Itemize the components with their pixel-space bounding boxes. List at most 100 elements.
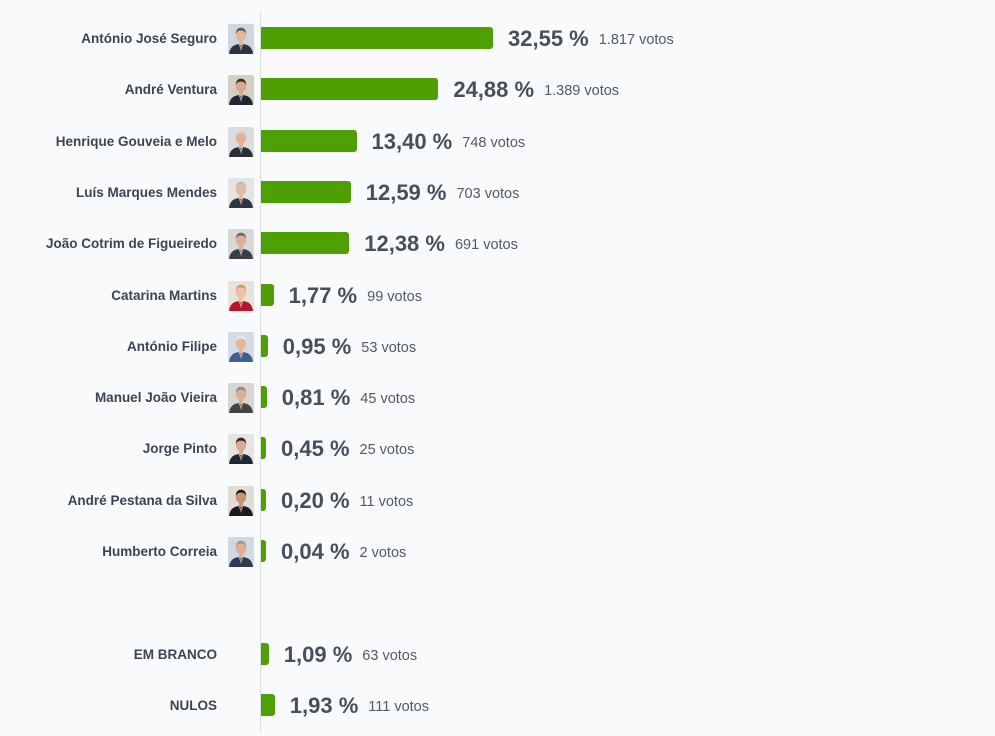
votes-label: 11 votos — [360, 481, 414, 521]
percent-label: 0,04 % — [281, 532, 350, 572]
votes-label: 691 votos — [455, 224, 518, 264]
candidate-row: Humberto Correia 0,04 % 2 votos — [0, 532, 995, 572]
candidate-name: Jorge Pinto — [142, 441, 217, 456]
ballot-label: NULOS — [169, 698, 217, 713]
percent-unit: % — [419, 231, 445, 256]
ballot-row: NULOS 1,93 % 111 votos — [0, 686, 995, 726]
percent-value: 0,45 — [281, 436, 324, 461]
votes-label: 63 votos — [362, 635, 417, 675]
percent-label: 12,38 % — [364, 224, 445, 264]
votes-label: 748 votos — [462, 122, 525, 162]
candidate-row: André Pestana da Silva 0,20 % 11 votos — [0, 481, 995, 521]
percent-unit: % — [326, 642, 353, 667]
portrait-icon — [228, 281, 254, 311]
candidate-name: André Ventura — [124, 82, 217, 97]
votes-value: 99 — [367, 289, 384, 305]
votes-unit: votos — [486, 135, 526, 151]
candidate-name: António Filipe — [127, 339, 217, 354]
bar — [261, 437, 266, 459]
votes-label: 703 votos — [456, 173, 519, 213]
votes-label: 1.817 votos — [599, 19, 674, 59]
votes-unit: votos — [635, 32, 674, 48]
chart-axis-line — [260, 12, 261, 732]
percent-value: 24,88 — [453, 77, 509, 102]
votes-label: 45 votos — [360, 378, 415, 418]
candidate-row: André Ventura 24,88 % 1.389 votos — [0, 70, 995, 110]
percent-label: 0,95 % — [283, 327, 352, 367]
candidate-name: António José Seguro — [81, 31, 217, 46]
percent-value: 12,38 — [364, 231, 420, 256]
candidate-name: João Cotrim de Figueiredo — [45, 236, 217, 251]
portrait-icon — [228, 332, 254, 362]
bar — [261, 232, 350, 254]
bar — [261, 335, 268, 357]
votes-label: 2 votos — [360, 532, 407, 572]
votes-label: 111 votos — [368, 686, 429, 726]
portrait-icon — [228, 127, 254, 157]
bar — [261, 540, 266, 562]
votes-unit: votos — [367, 545, 407, 561]
votes-unit: votos — [378, 648, 418, 664]
percent-unit: % — [563, 26, 589, 51]
candidate-name: Manuel João Vieira — [94, 390, 217, 405]
candidate-row: António Filipe 0,95 % 53 votos — [0, 327, 995, 367]
votes-label: 53 votos — [361, 327, 416, 367]
votes-value: 1.389 — [544, 83, 581, 99]
votes-value: 53 — [361, 340, 378, 356]
votes-unit: votos — [580, 83, 620, 99]
votes-unit: votos — [377, 340, 417, 356]
candidate-row: António José Seguro 32,55 % 1.817 votos — [0, 19, 995, 59]
bar — [261, 694, 275, 716]
candidate-row: Jorge Pinto 0,45 % 25 votos — [0, 429, 995, 469]
percent-label: 32,55 % — [508, 19, 589, 59]
percent-label: 1,09 % — [284, 635, 353, 675]
votes-value: 45 — [360, 391, 377, 407]
candidate-name: Catarina Martins — [111, 288, 217, 303]
percent-label: 0,81 % — [282, 378, 351, 418]
portrait-icon — [228, 24, 254, 54]
bar — [261, 27, 493, 49]
candidate-name: Henrique Gouveia e Melo — [55, 134, 217, 149]
portrait-icon — [228, 75, 254, 105]
candidate-name: André Pestana da Silva — [67, 493, 217, 508]
candidate-name: Humberto Correia — [102, 544, 217, 559]
percent-unit: % — [508, 77, 535, 102]
percent-unit: % — [323, 488, 350, 513]
votes-value: 63 — [362, 648, 379, 664]
ballot-label: EM BRANCO — [133, 647, 217, 662]
votes-unit: votos — [390, 699, 429, 715]
percent-label: 1,93 % — [290, 686, 359, 726]
votes-unit: votos — [374, 494, 414, 510]
candidate-row: Catarina Martins 1,77 % 99 votos — [0, 276, 995, 316]
percent-value: 0,20 — [281, 488, 324, 513]
votes-value: 748 — [462, 135, 487, 151]
ballot-row: EM BRANCO 1,09 % 63 votos — [0, 635, 995, 675]
votes-unit: votos — [479, 237, 518, 253]
votes-value: 691 — [454, 237, 480, 253]
percent-label: 24,88 % — [453, 70, 534, 110]
votes-unit: votos — [383, 289, 422, 305]
portrait-icon — [228, 486, 254, 516]
percent-value: 0,95 — [282, 334, 326, 359]
votes-value: 11 — [359, 494, 375, 510]
votes-value: 111 — [368, 699, 391, 715]
percent-label: 0,45 % — [281, 429, 350, 469]
votes-label: 25 votos — [360, 429, 415, 469]
votes-value: 25 — [359, 442, 376, 458]
percent-value: 0,81 — [281, 385, 325, 410]
bar — [261, 284, 274, 306]
portrait-icon — [228, 383, 254, 413]
votes-label: 99 votos — [367, 276, 422, 316]
percent-value: 13,40 — [371, 129, 427, 154]
votes-value: 2 — [359, 545, 368, 561]
percent-value: 32,55 — [508, 26, 564, 51]
bar — [261, 130, 357, 152]
bar — [261, 181, 351, 203]
candidate-row: Manuel João Vieira 0,81 % 45 votos — [0, 378, 995, 418]
percent-unit: % — [324, 385, 351, 410]
percent-unit: % — [426, 129, 453, 154]
percent-value: 0,04 — [281, 539, 324, 564]
portrait-icon — [228, 178, 254, 208]
percent-label: 13,40 % — [372, 122, 453, 162]
